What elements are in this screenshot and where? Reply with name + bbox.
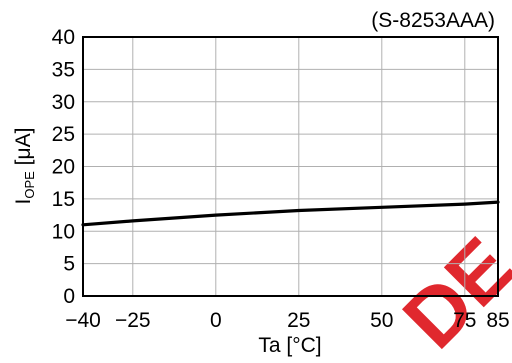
x-tick-label: −25 xyxy=(115,309,151,332)
y-axis-label-unit: [μA] xyxy=(12,128,35,172)
y-tick-label: 35 xyxy=(52,58,75,81)
watermark-text: DE xyxy=(386,221,512,363)
y-axis-label-subscript: OPE xyxy=(22,171,37,199)
x-tick-label: 85 xyxy=(486,309,509,332)
y-tick-labels: 0 5 10 15 20 25 30 35 40 xyxy=(52,26,75,308)
x-tick-label: 0 xyxy=(210,309,222,332)
series-layer xyxy=(81,200,500,227)
x-tick-labels: −40 −25 0 25 50 75 85 xyxy=(65,309,509,332)
x-tick-label: 25 xyxy=(287,309,310,332)
y-tick-label: 15 xyxy=(52,188,75,211)
x-tick-label: 50 xyxy=(370,309,393,332)
y-tick-label: 5 xyxy=(63,253,75,276)
x-axis-label: Ta [°C] xyxy=(258,334,321,357)
y-axis-label: IOPE [μA] xyxy=(12,128,37,205)
y-tick-label: 30 xyxy=(52,91,75,114)
x-tick-label: −40 xyxy=(65,309,101,332)
x-tick-label: 75 xyxy=(453,309,476,332)
series-line xyxy=(81,200,500,227)
y-tick-label: 20 xyxy=(52,156,75,179)
plot-frame xyxy=(82,36,499,297)
y-tick-label: 40 xyxy=(52,26,75,49)
grid xyxy=(82,36,499,297)
y-tick-label: 0 xyxy=(63,285,75,308)
watermark: DE xyxy=(386,221,512,363)
chart-title: (S-8253AAA) xyxy=(371,9,495,32)
y-tick-label: 25 xyxy=(52,123,75,146)
y-tick-label: 10 xyxy=(52,220,75,243)
y-axis-label-main: I xyxy=(12,199,35,205)
